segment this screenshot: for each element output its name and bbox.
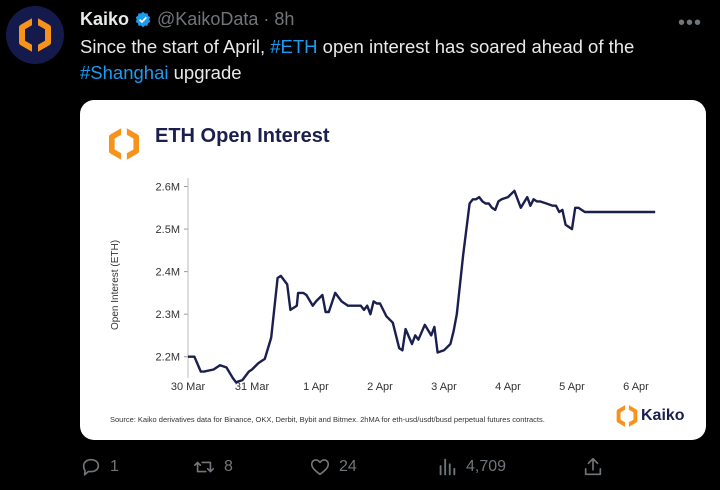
y-tick-label: 2.6M: [156, 182, 180, 194]
views-button[interactable]: 4,709: [436, 456, 506, 478]
x-tick-label: 30 Mar: [171, 381, 206, 393]
views-icon: [439, 458, 456, 476]
author-handle[interactable]: @KaikoData: [157, 9, 259, 29]
x-tick-label: 4 Apr: [495, 381, 521, 393]
kaiko-brand: Kaiko: [616, 405, 685, 427]
share-icon: [584, 457, 602, 476]
hashtag-shanghai[interactable]: #Shanghai: [80, 62, 169, 83]
author-name[interactable]: Kaiko: [80, 9, 130, 29]
verified-badge-icon: [135, 11, 151, 27]
series-line: [188, 189, 656, 384]
like-button[interactable]: 24: [309, 456, 357, 478]
kaiko-logo-icon: [616, 405, 638, 427]
x-tick-label: 2 Apr: [367, 381, 393, 393]
x-tick-label: 5 Apr: [559, 381, 585, 393]
chart-title: ETH Open Interest: [155, 125, 330, 147]
brand-name: Kaiko: [641, 407, 685, 424]
x-tick-label: 6 Apr: [623, 381, 649, 393]
reply-count: 1: [110, 458, 119, 475]
y-tick-label: 2.5M: [156, 224, 180, 236]
tweet-header: Kaiko @KaikoData · 8h: [80, 9, 294, 30]
y-tick-label: 2.4M: [156, 267, 180, 279]
y-tick-label: 2.3M: [156, 309, 180, 321]
share-button[interactable]: [582, 456, 604, 478]
tweet-text-part: upgrade: [168, 62, 242, 83]
heart-icon: [310, 459, 330, 476]
reply-icon: [82, 458, 100, 476]
like-count: 24: [339, 458, 357, 475]
retweet-button[interactable]: 8: [192, 456, 233, 478]
tweet-time[interactable]: 8h: [274, 9, 295, 29]
separator: ·: [263, 9, 270, 29]
x-tick-label: 3 Apr: [431, 381, 457, 393]
y-tick-label: 2.2M: [156, 352, 180, 364]
kaiko-logo-icon: [108, 128, 140, 160]
x-tick-label: 31 Mar: [235, 381, 270, 393]
x-tick-label: 1 Apr: [303, 381, 329, 393]
reply-button[interactable]: 1: [80, 456, 119, 478]
more-dots-icon[interactable]: •••: [677, 12, 702, 34]
views-count: 4,709: [466, 458, 507, 475]
chart-image[interactable]: ETH Open Interest Open Interest (ETH) 2.…: [80, 100, 706, 440]
line-chart: 2.2M 2.3M 2.4M 2.5M 2.6M 30 Mar 31 Mar 1 Apr 2 A…: [156, 178, 656, 393]
tweet-text: Since the start of April, #ETH open inte…: [80, 34, 700, 86]
retweet-icon: [194, 461, 214, 473]
hashtag-eth[interactable]: #ETH: [270, 36, 318, 57]
kaiko-logo-icon: [19, 18, 51, 52]
source-note: Source: Kaiko derivatives data for Binan…: [110, 415, 545, 424]
avatar[interactable]: [6, 6, 64, 64]
retweet-count: 8: [224, 458, 233, 475]
tweet-text-part: open interest has soared ahead of the: [317, 36, 635, 57]
tweet-text-part: Since the start of April,: [80, 36, 271, 57]
